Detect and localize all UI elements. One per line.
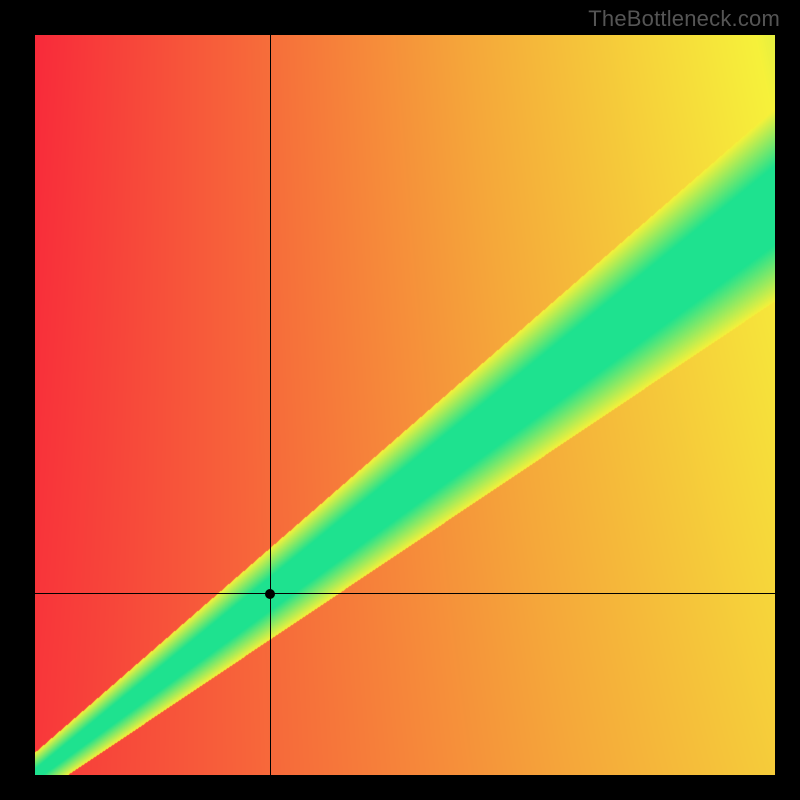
figure-container: TheBottleneck.com — [0, 0, 800, 800]
crosshair-vertical — [270, 35, 271, 775]
data-point-marker — [265, 589, 275, 599]
watermark-text: TheBottleneck.com — [588, 6, 780, 32]
heatmap-plot — [35, 35, 775, 775]
heatmap-canvas — [35, 35, 775, 775]
crosshair-horizontal — [35, 593, 775, 594]
